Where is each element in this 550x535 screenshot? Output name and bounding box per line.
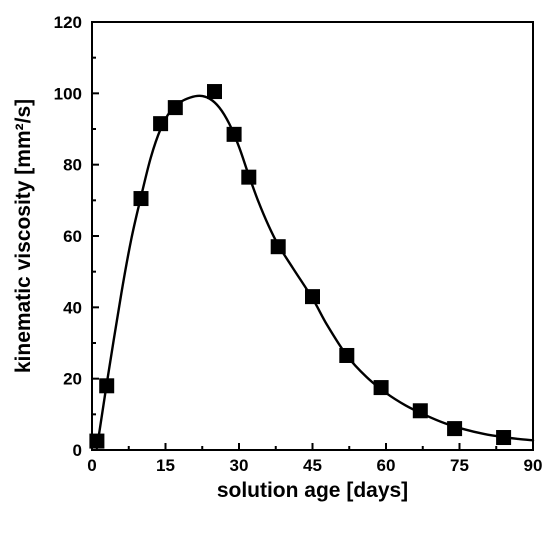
data-point-10 xyxy=(339,347,355,363)
data-point-9 xyxy=(305,289,320,305)
x-tick-label-0: 0 xyxy=(87,456,96,475)
y-tick-label-80: 80 xyxy=(63,156,82,175)
x-axis-title: solution age [days] xyxy=(217,479,408,502)
plot-frame xyxy=(91,21,534,451)
data-point-0 xyxy=(89,433,105,449)
data-point-13 xyxy=(447,421,463,437)
x-tick-label-45: 45 xyxy=(303,456,322,475)
data-point-11 xyxy=(373,380,389,396)
x-tick-label-60: 60 xyxy=(377,456,396,475)
y-tick-label-120: 120 xyxy=(54,13,82,32)
data-point-3 xyxy=(153,116,169,132)
data-point-7 xyxy=(241,169,257,185)
x-tick-label-90: 90 xyxy=(524,456,543,475)
y-tick-label-60: 60 xyxy=(63,227,82,246)
data-point-14 xyxy=(496,430,512,446)
data-point-1 xyxy=(99,378,115,394)
data-point-2 xyxy=(133,191,149,207)
data-point-8 xyxy=(270,239,286,255)
data-point-4 xyxy=(167,100,183,116)
plot-area xyxy=(89,84,535,450)
x-tick-label-15: 15 xyxy=(156,456,175,475)
x-tick-label-75: 75 xyxy=(450,456,469,475)
axes xyxy=(91,21,534,451)
x-tick-label-30: 30 xyxy=(230,456,249,475)
fit-curve-line xyxy=(95,94,535,450)
y-tick-label-40: 40 xyxy=(63,298,82,317)
y-tick-label-0: 0 xyxy=(73,441,82,460)
y-tick-label-100: 100 xyxy=(54,84,82,103)
y-axis-title: kinematic viscosity [mm²/s] xyxy=(12,99,35,373)
data-point-12 xyxy=(412,403,428,419)
y-tick-label-20: 20 xyxy=(63,370,82,389)
data-point-6 xyxy=(226,126,242,142)
data-point-5 xyxy=(207,84,222,100)
tick-labels: 0 15 30 45 60 75 90 0 20 40 60 80 100 120 xyxy=(54,13,543,475)
